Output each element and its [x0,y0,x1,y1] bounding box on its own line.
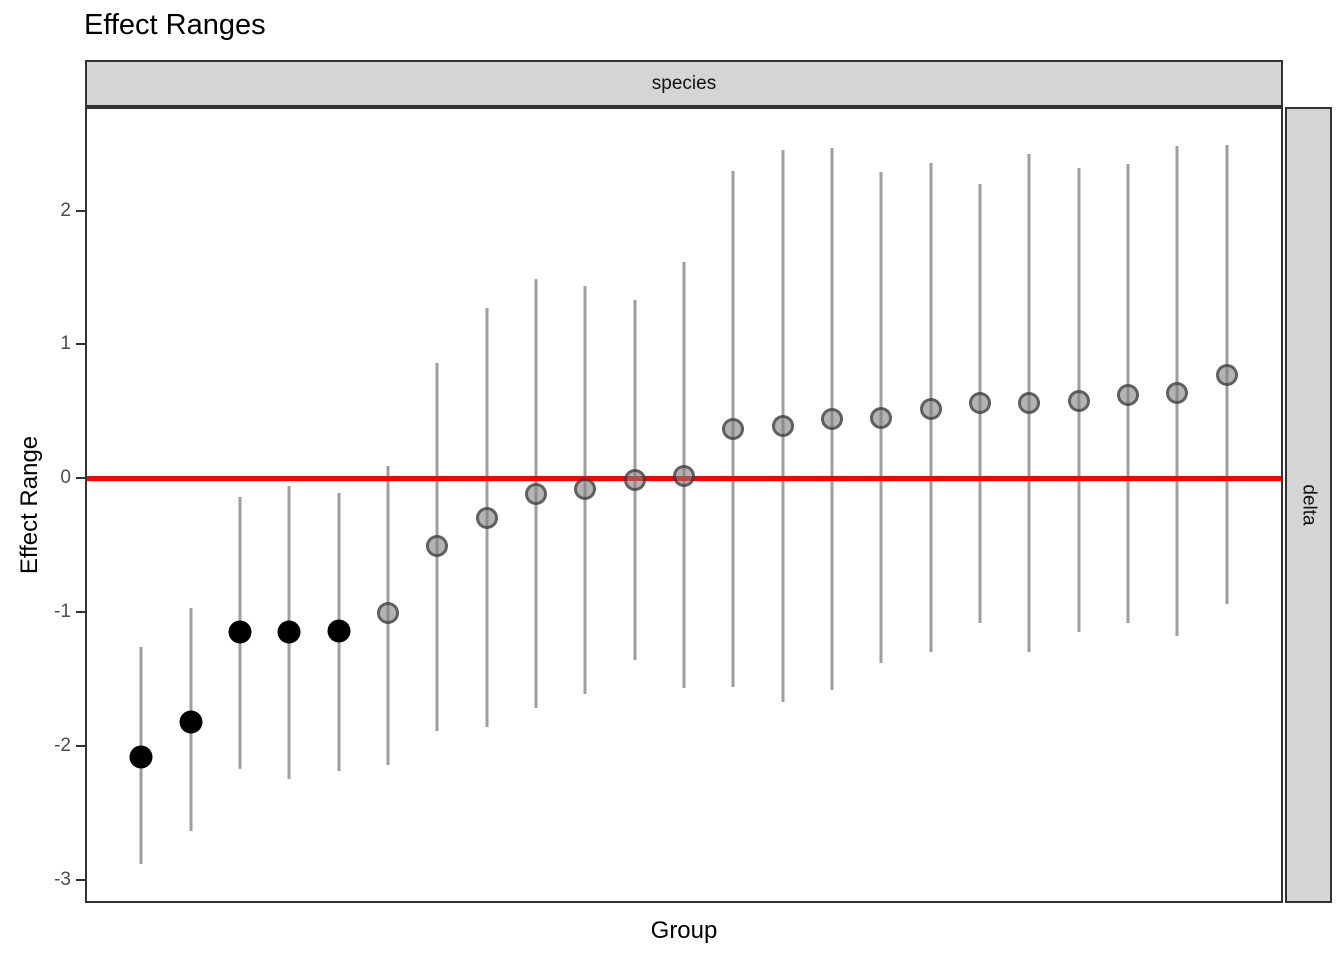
y-tick-label: 1 [60,333,71,355]
y-tick-label: 0 [60,467,71,489]
y-axis-title: Effect Range [16,435,43,575]
y-tick-mark [76,744,85,747]
data-point [277,620,301,644]
y-tick-mark [76,611,85,614]
data-point [722,417,745,440]
data-point [179,710,203,734]
plot-panel [85,107,1283,903]
data-point [376,602,399,625]
facet-strip-top: species [85,60,1283,107]
facet-strip-right: delta [1285,107,1332,903]
data-point [821,408,844,431]
data-point [1018,392,1041,415]
data-point [327,619,351,643]
data-point [574,477,597,500]
data-point [1166,381,1189,404]
data-point [228,620,252,644]
y-tick-mark [76,209,85,212]
x-axis-title: Group [650,917,718,944]
y-tick-label: -2 [54,734,71,756]
data-point [771,415,794,438]
data-point [673,464,695,487]
plot-title: Effect Ranges [84,9,266,41]
data-point [870,407,893,430]
data-point [1215,364,1238,387]
data-point [475,507,498,530]
y-tick-mark [76,477,85,480]
y-tick-label: 2 [60,199,71,221]
facet-strip-top-label: species [651,72,717,94]
data-point [1117,384,1140,407]
data-point [969,392,992,415]
y-tick-label: -1 [54,601,71,623]
y-tick-label: -3 [54,868,71,890]
data-point [1067,389,1090,412]
y-tick-mark [76,343,85,346]
data-point [129,745,153,768]
data-point [524,483,547,506]
data-point [919,397,942,420]
y-tick-mark [76,878,85,881]
facet-strip-right-label: delta [1298,484,1320,526]
data-point [623,468,646,491]
data-point [426,535,449,558]
